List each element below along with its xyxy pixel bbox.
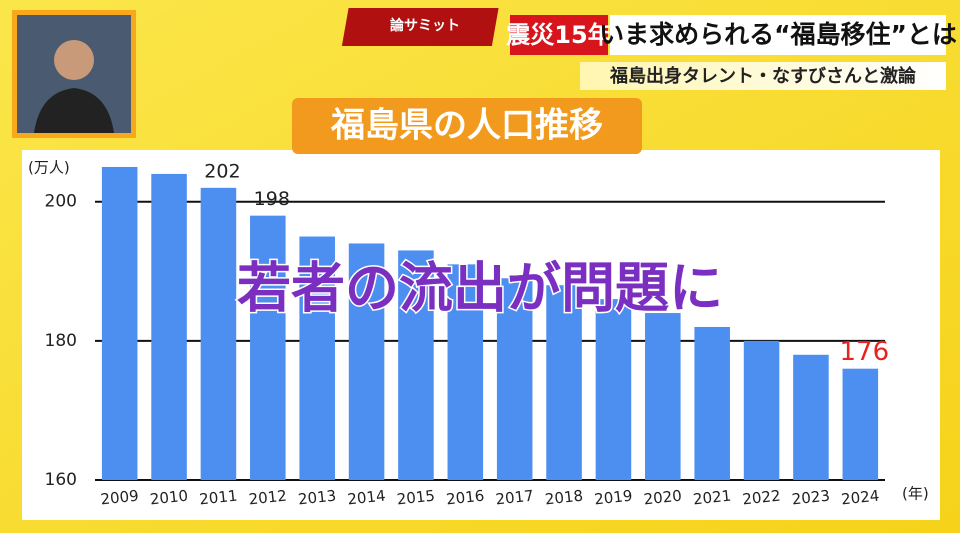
speaker-body bbox=[34, 88, 114, 133]
headline: いま求められる“福島移住”とは bbox=[599, 20, 957, 49]
speaker-head bbox=[54, 40, 94, 80]
x-tick-label: 2012 bbox=[248, 487, 288, 509]
bar bbox=[101, 166, 138, 480]
y-tick-label: 200 bbox=[45, 192, 77, 212]
y-tick-label: 180 bbox=[45, 331, 77, 351]
bar bbox=[496, 278, 533, 480]
value-label: 198 bbox=[254, 188, 290, 210]
y-unit: (万人) bbox=[28, 159, 70, 177]
bar bbox=[398, 250, 434, 480]
x-tick-label: 2021 bbox=[692, 487, 732, 509]
x-tick-label: 2017 bbox=[495, 487, 535, 509]
bar bbox=[793, 354, 829, 480]
bar bbox=[447, 264, 484, 480]
tag: 震災15年 bbox=[506, 21, 611, 49]
chart-title: 福島県の人口推移 bbox=[330, 106, 603, 146]
x-tick-label: 2013 bbox=[297, 487, 337, 509]
bar bbox=[842, 368, 879, 480]
x-tick-label: 2014 bbox=[347, 487, 387, 509]
value-label: 176 bbox=[839, 337, 889, 367]
x-tick-label: 2011 bbox=[198, 487, 238, 509]
x-tick-label: 2015 bbox=[396, 487, 436, 509]
x-tick-label: 2009 bbox=[100, 487, 140, 509]
x-tick-label: 2010 bbox=[149, 487, 189, 509]
subheadline: 福島出身タレント・なすびさんと激論 bbox=[609, 65, 917, 87]
y-tick-label: 160 bbox=[45, 470, 77, 490]
bar bbox=[546, 285, 582, 480]
logo: 論サミット bbox=[390, 17, 460, 34]
chart-title-box bbox=[292, 98, 642, 154]
x-tick-label: 2023 bbox=[791, 487, 831, 509]
plot: 160 180 200 2009 2010 2011 202 2012 198 2013 2014 2… bbox=[45, 160, 890, 508]
tag-box bbox=[510, 15, 608, 55]
x-tick-label: 2016 bbox=[445, 487, 485, 509]
bar bbox=[743, 340, 780, 480]
x-tick-label: 2020 bbox=[643, 487, 683, 509]
x-unit: (年) bbox=[902, 485, 929, 503]
caption: 若者の流出が問題に bbox=[237, 257, 723, 320]
headline-box bbox=[610, 15, 946, 55]
bar bbox=[151, 173, 187, 481]
x-tick-label: 2022 bbox=[742, 487, 782, 509]
bar bbox=[348, 243, 385, 480]
subheadline-box bbox=[580, 62, 946, 90]
bar bbox=[250, 215, 286, 481]
bar bbox=[299, 236, 335, 480]
value-label: 202 bbox=[204, 160, 240, 182]
x-tick-label: 2018 bbox=[544, 487, 584, 509]
bar bbox=[694, 326, 730, 480]
x-tick-label: 2019 bbox=[593, 487, 633, 509]
bar bbox=[645, 313, 681, 480]
logo-box bbox=[341, 8, 499, 46]
x-tick-label: 2024 bbox=[840, 487, 880, 509]
bar bbox=[595, 299, 632, 480]
bar bbox=[200, 187, 237, 480]
